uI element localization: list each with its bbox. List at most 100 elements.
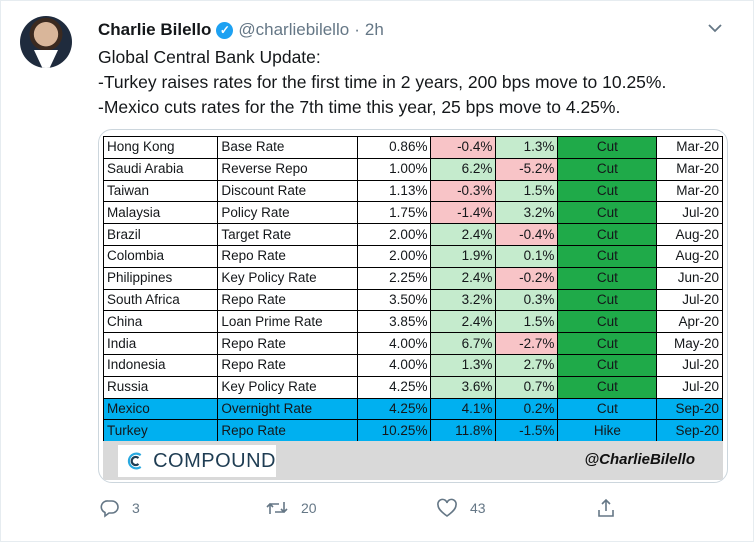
change-cell: -0.3% bbox=[430, 179, 497, 203]
author-handle[interactable]: @charliebilello bbox=[238, 20, 350, 39]
chevron-down-icon[interactable] bbox=[704, 20, 726, 40]
tweet-text: Global Central Bank Update: -Turkey rais… bbox=[98, 45, 738, 120]
rate-cell: 2.00% bbox=[356, 244, 432, 268]
country-cell: South Africa bbox=[102, 288, 219, 312]
rate-cell: 4.25% bbox=[356, 397, 432, 421]
action-cell: Cut bbox=[557, 223, 658, 246]
tweet-line: Global Central Bank Update: bbox=[98, 47, 321, 67]
tweet-image[interactable]: Hong Kong Base Rate 0.86% -0.4% 1.3% Cut Mar-2… bbox=[98, 129, 728, 483]
date-cell: Mar-20 bbox=[656, 157, 723, 181]
rate-cell: 2.00% bbox=[356, 223, 432, 246]
table-row: Colombia Repo Rate 2.00% 1.9% 0.1% Cut Aug-20 bbox=[102, 244, 723, 268]
change-cell: 3.2% bbox=[430, 288, 497, 312]
tweet-actions: 3 20 43 bbox=[0, 498, 754, 522]
action-cell: Cut bbox=[557, 353, 658, 377]
action-cell: Cut bbox=[557, 332, 658, 355]
rate-cell: 4.25% bbox=[356, 375, 432, 399]
rate-cell: 10.25% bbox=[356, 419, 432, 443]
table-row: India Repo Rate 4.00% 6.7% -2.7% Cut May-20 bbox=[102, 332, 723, 355]
rate-type-cell: Repo Rate bbox=[217, 353, 358, 377]
table-row: Taiwan Discount Rate 1.13% -0.3% 1.5% Cut Mar-… bbox=[102, 179, 723, 203]
spread-cell: 1.5% bbox=[495, 310, 559, 334]
country-cell: Colombia bbox=[102, 244, 219, 268]
table-row: Malaysia Policy Rate 1.75% -1.4% 3.2% Cut Jul-… bbox=[102, 201, 723, 225]
table-row: Turkey Repo Rate 10.25% 11.8% -1.5% Hike Sep-2… bbox=[102, 419, 723, 443]
change-cell: -1.4% bbox=[430, 201, 497, 225]
country-cell: Saudi Arabia bbox=[102, 157, 219, 181]
rate-type-cell: Repo Rate bbox=[217, 288, 358, 312]
compound-logo-icon bbox=[127, 452, 142, 470]
rate-type-cell: Repo Rate bbox=[217, 244, 358, 268]
rate-cell: 4.00% bbox=[356, 353, 432, 377]
table-row: Philippines Key Policy Rate 2.25% 2.4% -0.2%… bbox=[102, 266, 723, 290]
tweet-timestamp[interactable]: 2h bbox=[364, 20, 384, 39]
rate-cell: 0.86% bbox=[356, 136, 432, 159]
reply-button[interactable]: 3 bbox=[100, 498, 140, 518]
spread-cell: 0.7% bbox=[495, 375, 559, 399]
rate-cell: 2.25% bbox=[356, 266, 432, 290]
date-cell: Mar-20 bbox=[656, 179, 723, 203]
reply-count: 3 bbox=[132, 500, 140, 516]
retweet-button[interactable]: 20 bbox=[265, 498, 317, 518]
country-cell: Brazil bbox=[102, 223, 219, 246]
rate-cell: 3.50% bbox=[356, 288, 432, 312]
reply-icon bbox=[100, 500, 119, 518]
tweet-line: -Turkey raises rates for the first time … bbox=[98, 72, 667, 92]
date-cell: Mar-20 bbox=[656, 136, 723, 159]
tweet-header: Charlie Bilello ✓ @charliebilello · 2h bbox=[98, 18, 384, 42]
spread-cell: 3.2% bbox=[495, 201, 559, 225]
rate-type-cell: Policy Rate bbox=[217, 201, 358, 225]
share-button[interactable] bbox=[596, 498, 628, 518]
rate-cell: 1.13% bbox=[356, 179, 432, 203]
spread-cell: 2.7% bbox=[495, 353, 559, 377]
date-cell: Jun-20 bbox=[656, 266, 723, 290]
change-cell: 6.2% bbox=[430, 157, 497, 181]
retweet-icon bbox=[266, 502, 288, 514]
table-row: Saudi Arabia Reverse Repo 1.00% 6.2% -5.2% Cu… bbox=[102, 157, 723, 181]
rate-cell: 1.00% bbox=[356, 157, 432, 181]
spread-cell: 1.3% bbox=[495, 136, 559, 159]
rate-type-cell: Repo Rate bbox=[217, 332, 358, 355]
change-cell: 1.3% bbox=[430, 353, 497, 377]
action-cell: Cut bbox=[557, 157, 658, 181]
heart-icon bbox=[437, 498, 457, 517]
rate-type-cell: Reverse Repo bbox=[217, 157, 358, 181]
rate-type-cell: Base Rate bbox=[217, 136, 358, 159]
rate-type-cell: Loan Prime Rate bbox=[217, 310, 358, 334]
rate-type-cell: Key Policy Rate bbox=[217, 266, 358, 290]
rate-type-cell: Target Rate bbox=[217, 223, 358, 246]
spread-cell: -5.2% bbox=[495, 157, 559, 181]
country-cell: Philippines bbox=[102, 266, 219, 290]
change-cell: 3.6% bbox=[430, 375, 497, 399]
spread-cell: -1.5% bbox=[495, 419, 559, 443]
change-cell: -0.4% bbox=[430, 136, 497, 159]
rate-type-cell: Overnight Rate bbox=[217, 397, 358, 421]
table-row: Indonesia Repo Rate 4.00% 1.3% 2.7% Cut Jul-20 bbox=[102, 353, 723, 377]
rate-cell: 3.85% bbox=[356, 310, 432, 334]
spread-cell: -0.2% bbox=[495, 266, 559, 290]
table-row: China Loan Prime Rate 3.85% 2.4% 1.5% Cut Apr-… bbox=[102, 310, 723, 334]
rates-table: Hong Kong Base Rate 0.86% -0.4% 1.3% Cut Mar-2… bbox=[102, 136, 723, 443]
like-count: 43 bbox=[470, 500, 486, 516]
date-cell: May-20 bbox=[656, 332, 723, 355]
country-cell: India bbox=[102, 332, 219, 355]
change-cell: 4.1% bbox=[430, 397, 497, 421]
avatar[interactable] bbox=[20, 16, 72, 68]
table-row: Brazil Target Rate 2.00% 2.4% -0.4% Cut Aug-20 bbox=[102, 223, 723, 246]
table-row: Hong Kong Base Rate 0.86% -0.4% 1.3% Cut Mar-2… bbox=[102, 136, 723, 159]
table-row: South Africa Repo Rate 3.50% 3.2% 0.3% Cut Jul… bbox=[102, 288, 723, 312]
change-cell: 2.4% bbox=[430, 266, 497, 290]
rate-type-cell: Key Policy Rate bbox=[217, 375, 358, 399]
author-name[interactable]: Charlie Bilello bbox=[98, 20, 212, 39]
date-cell: Apr-20 bbox=[656, 310, 723, 334]
action-cell: Cut bbox=[557, 244, 658, 268]
date-cell: Jul-20 bbox=[656, 353, 723, 377]
date-cell: Sep-20 bbox=[656, 397, 723, 421]
compound-logo: COMPOUND bbox=[118, 445, 276, 477]
like-button[interactable]: 43 bbox=[436, 498, 486, 518]
country-cell: Malaysia bbox=[102, 201, 219, 225]
country-cell: Hong Kong bbox=[102, 136, 219, 159]
country-cell: Mexico bbox=[102, 397, 219, 421]
change-cell: 11.8% bbox=[430, 419, 497, 443]
spread-cell: 1.5% bbox=[495, 179, 559, 203]
